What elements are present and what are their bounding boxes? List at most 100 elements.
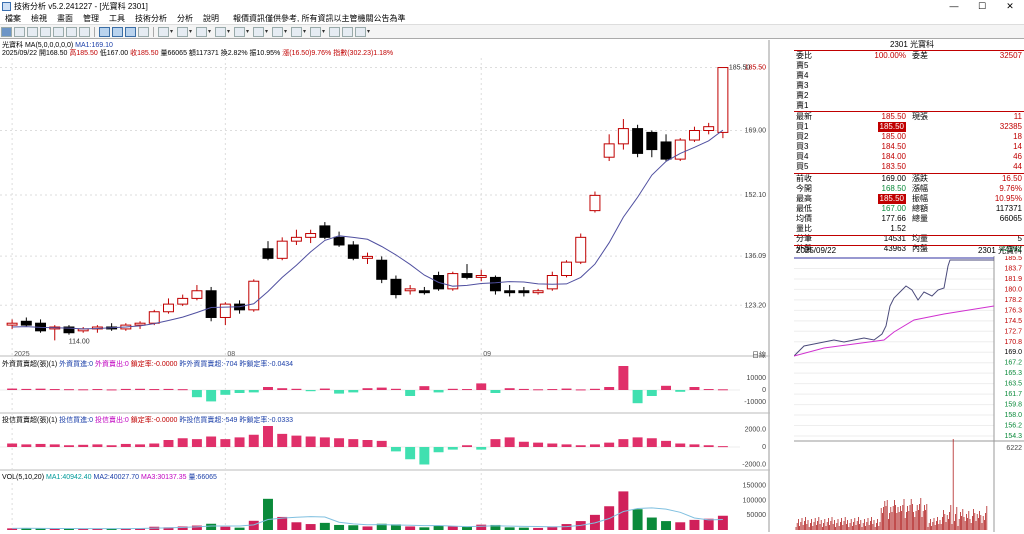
quote-separator (794, 173, 1024, 174)
tick-chart-panel[interactable]: 185.5 183.7 181.9 180.0 178.2 176.3 174.5 172.7… (793, 255, 1024, 532)
compare-view-icon[interactable] (112, 26, 123, 37)
foreign-bar (220, 390, 231, 395)
fibonacci-icon[interactable] (234, 26, 245, 37)
color-icon[interactable] (310, 26, 321, 37)
menu-tech-analysis[interactable]: 技術分析 (135, 14, 167, 23)
stat-label: 均價 (796, 214, 812, 223)
candle-body (489, 276, 501, 292)
chart-icon[interactable] (1, 26, 12, 37)
settings-icon[interactable] (138, 26, 149, 37)
main-chart-svg[interactable]: 185.50 169.00 152.10 136.09 123.20 2025 08 09 日線… (0, 40, 770, 532)
trust-bar (504, 437, 515, 447)
chevron-down-icon[interactable]: ▾ (265, 29, 269, 35)
channel-icon[interactable] (215, 26, 226, 37)
trust-bar (405, 447, 416, 460)
layout-icon[interactable] (66, 26, 77, 37)
text-icon[interactable] (291, 26, 302, 37)
candle-body (347, 244, 359, 259)
window-icon[interactable] (53, 26, 64, 37)
arrow-icon[interactable] (253, 26, 264, 37)
split-icon[interactable] (79, 26, 90, 37)
multi-view-icon[interactable] (125, 26, 136, 37)
candle-body (532, 290, 544, 294)
maximize-button[interactable]: ☐ (977, 1, 987, 11)
stat-value-2: 16.50 (1001, 174, 1022, 183)
chevron-down-icon[interactable]: ▾ (367, 29, 371, 35)
close-button[interactable]: ✕ (1006, 1, 1014, 11)
chevron-down-icon[interactable]: ▾ (227, 29, 231, 35)
volume-bar (661, 521, 672, 530)
chevron-down-icon[interactable]: ▾ (189, 29, 193, 35)
table-icon[interactable] (40, 26, 51, 37)
candle-view-icon[interactable] (99, 26, 110, 37)
trust-bar (433, 447, 444, 453)
candle-body (6, 322, 18, 326)
tick-price-label: 170.8 (1004, 339, 1022, 346)
foreign-bar (78, 389, 89, 391)
candle-body (518, 290, 530, 294)
ask-label: 賣5 (796, 61, 809, 70)
stat-row: 均價 177.66 總量 66065 (794, 214, 1024, 224)
grid-icon[interactable] (27, 26, 38, 37)
draw-line-icon[interactable] (158, 26, 169, 37)
candle-body (603, 143, 615, 158)
volume-bar (689, 519, 700, 530)
candle-body (504, 290, 516, 294)
ask-label: 賣2 (796, 91, 809, 100)
stat-value: 168.50 (881, 184, 906, 193)
volume-bar (419, 527, 430, 530)
stat-label: 最高 (796, 194, 812, 203)
bid-price: 184.50 (881, 142, 906, 151)
foreign-bar (717, 389, 728, 391)
candle-body (447, 273, 459, 290)
tick-price-label: 183.7 (1004, 265, 1022, 272)
tick-chart-svg[interactable]: 185.5 183.7 181.9 180.0 178.2 176.3 174.5 172.7… (793, 255, 1024, 532)
foreign-bar (476, 383, 487, 390)
menu-view[interactable]: 檢視 (31, 14, 47, 23)
horizontal-line-icon[interactable] (177, 26, 188, 37)
menu-help[interactable]: 說明 (203, 14, 219, 23)
candle-body (418, 290, 430, 294)
toolbar-separator (153, 26, 154, 37)
trust-bar (675, 443, 686, 447)
delete-icon[interactable] (329, 26, 340, 37)
lock-icon[interactable] (342, 26, 353, 37)
ask-row: 賣3 (794, 81, 1024, 91)
vertical-lines-icon[interactable] (196, 26, 207, 37)
chevron-down-icon[interactable]: ▾ (322, 29, 326, 35)
menu-screen[interactable]: 畫面 (57, 14, 73, 23)
bid-price: 185.50 (877, 122, 906, 132)
menu-analysis[interactable]: 分析 (177, 14, 193, 23)
list-icon[interactable] (14, 26, 25, 37)
tick-price-label: 165.3 (1004, 370, 1022, 377)
chart-area[interactable]: 光寶科 MA(5,0,0,0,0,0) MA1:169.10 2025/09/2… (0, 40, 770, 532)
volume-bar (248, 520, 259, 530)
stat-value: 167.00 (881, 204, 906, 213)
trust-bar (604, 442, 615, 447)
chevron-down-icon[interactable]: ▾ (208, 29, 212, 35)
chevron-down-icon[interactable]: ▾ (246, 29, 250, 35)
trust-bar (78, 444, 89, 447)
menu-tools[interactable]: 工具 (109, 14, 125, 23)
volume-bar (35, 528, 46, 530)
menu-manage[interactable]: 管理 (83, 14, 99, 23)
chevron-down-icon[interactable]: ▾ (303, 29, 307, 35)
tick-price-label: 156.2 (1004, 423, 1022, 430)
stat-row: 前收 169.00 漲跌 16.50 (794, 174, 1024, 184)
tick-header-row: 2025/09/22 2301 光寶科 (794, 246, 1024, 256)
minimize-button[interactable]: — (949, 1, 959, 11)
save-icon[interactable] (355, 26, 366, 37)
menu-file[interactable]: 檔案 (5, 14, 21, 23)
rectangle-icon[interactable] (272, 26, 283, 37)
stat-value: 1.52 (890, 224, 906, 233)
foreign-bar (334, 390, 345, 394)
chevron-down-icon[interactable]: ▾ (284, 29, 288, 35)
trust-bar (376, 440, 387, 447)
diff-value: 32507 (999, 51, 1022, 60)
foreign-bar (263, 387, 273, 390)
volume-bar (462, 527, 472, 530)
foreign-bar (163, 388, 174, 390)
chevron-down-icon[interactable]: ▾ (170, 29, 174, 35)
bid-row: 買3 184.50 14 (794, 142, 1024, 152)
bid-label: 買2 (796, 132, 809, 141)
